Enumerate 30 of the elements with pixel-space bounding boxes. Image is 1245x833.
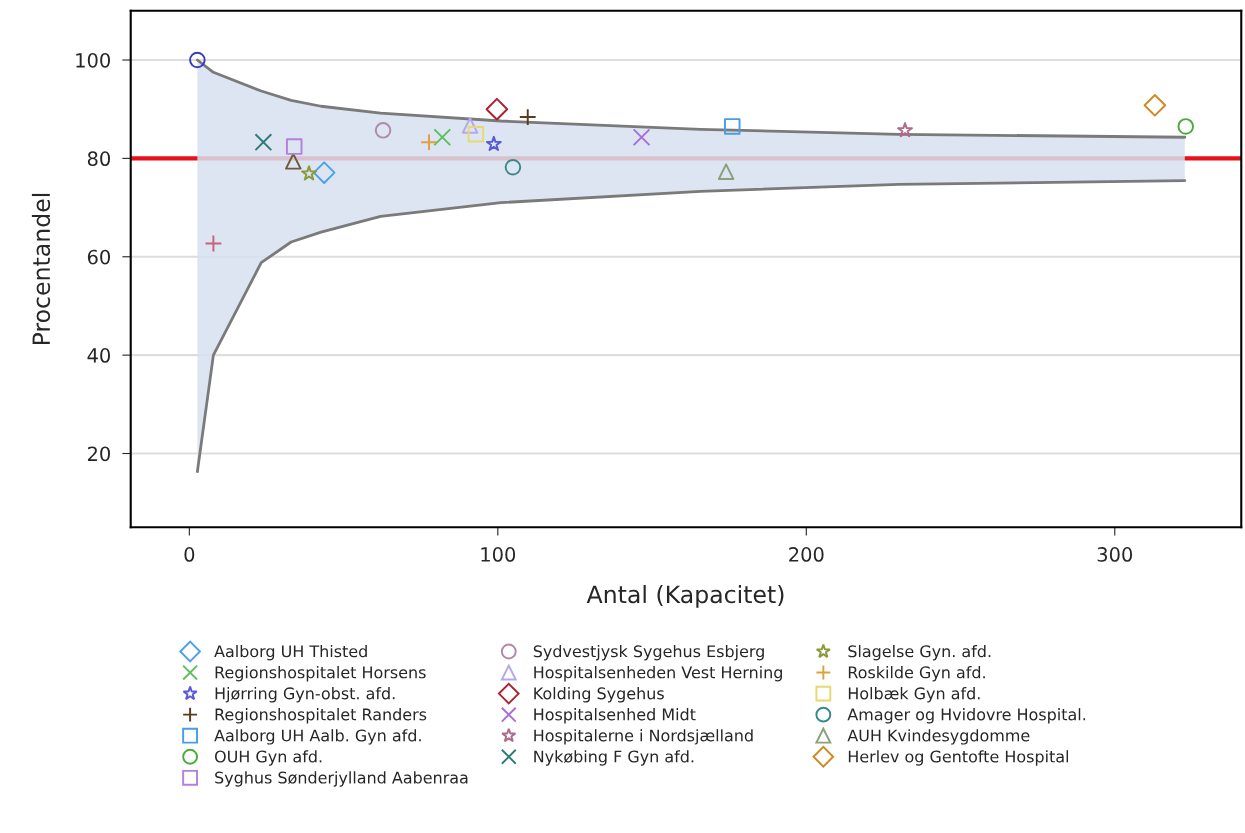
legend-label: Regionshospitalet Horsens [215,666,426,682]
y-tick-label: 80 [87,151,110,167]
legend-label: Regionshospitalet Randers [215,708,427,724]
y-axis-title: Procentandel [31,193,51,345]
legend-label: OUH Gyn afd. [214,750,322,766]
legend-label: AUH Kvindesygdomme [847,729,1030,745]
y-tick-label: 40 [87,348,110,363]
legend-label: Amager og Hvidovre Hospital. [847,708,1086,724]
legend-label: Hospitalsenheden Vest Herning [534,666,782,682]
y-tick-label: 20 [87,446,110,462]
legend-label: Herlev og Gentofte Hospital [848,750,1069,766]
legend-label: Syghus Sønderjylland Aabenraa [215,771,468,787]
legend-label: Holbæk Gyn afd. [848,687,980,703]
x-axis-title: Antal (Kapacitet) [586,585,784,608]
y-tick-label: 60 [87,249,110,265]
legend-label: Aalborg UH Thisted [214,644,367,661]
legend-label: Sydvestjysk Sygehus Esbjerg [533,644,764,661]
legend-label: Hospitalsenhed Midt [534,708,696,724]
legend-label: Roskilde Gyn afd. [848,666,985,682]
x-tick-label: 200 [789,547,824,562]
legend-label: Aalborg UH Aalb. Gyn afd. [214,729,421,745]
legend-label: Kolding Sygehus [534,687,664,703]
x-tick-label: 300 [1097,547,1133,562]
x-tick-label: 0 [184,547,195,562]
legend-label: Hospitalerne i Nordsjælland [534,729,753,745]
legend-label: Hjørring Gyn-obst. afd. [215,687,395,703]
legend-label: Nykøbing F Gyn afd. [534,750,694,766]
y-tick-label: 100 [76,52,110,68]
x-tick-label: 100 [481,547,516,562]
legend-label: Slagelse Gyn. afd. [848,644,991,661]
